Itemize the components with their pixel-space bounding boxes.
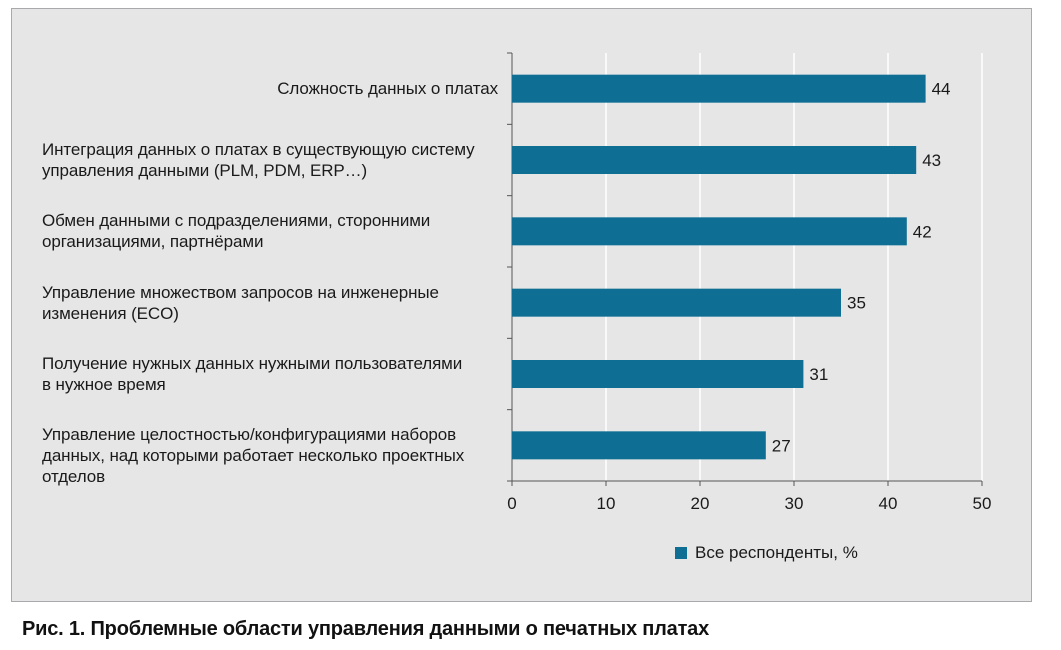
legend-label: Все респонденты, %	[695, 543, 858, 562]
data-label: 31	[809, 365, 828, 384]
category-label: Получение нужных данных нужными пользова…	[42, 353, 512, 395]
category-label-line: Обмен данными с подразделениями, сторонн…	[42, 211, 431, 231]
category-label: Управление целостностью/конфигурациями н…	[42, 424, 512, 487]
data-label: 42	[913, 222, 932, 241]
category-label-line: в нужное время	[42, 375, 166, 394]
x-tick-label: 30	[785, 494, 804, 513]
category-label-line: Получение нужных данных нужными пользова…	[42, 354, 463, 373]
x-tick-label: 10	[597, 494, 616, 513]
bar	[512, 74, 926, 103]
data-label: 43	[922, 151, 941, 170]
x-tick-label: 20	[691, 494, 710, 513]
data-label: 35	[847, 294, 866, 313]
category-label: Сложность данных о платах	[42, 78, 498, 99]
bar	[512, 360, 804, 388]
category-label-line: управления данными (PLM, PDM, ERP…)	[42, 161, 368, 180]
legend-swatch	[675, 547, 687, 559]
figure-caption: Рис. 1. Проблемные области управления да…	[22, 618, 710, 640]
bar	[512, 431, 766, 460]
x-tick-label: 40	[879, 494, 898, 513]
category-label-line: Управление множеством запросов на инжене…	[42, 282, 439, 302]
category-label-line: данных, над которыми работает несколько …	[42, 446, 465, 466]
category-label-line: Управление целостностью/конфигурациями н…	[42, 425, 457, 445]
category-label-line: изменения (ECO)	[42, 303, 179, 323]
category-label-line: организациями, партнёрами	[42, 232, 264, 252]
x-tick-label: 50	[973, 494, 992, 513]
category-label: Интеграция данных о платах в существующу…	[42, 139, 512, 181]
data-label: 27	[772, 436, 791, 455]
bar	[512, 217, 907, 246]
category-label-line: Интеграция данных о платах в существующу…	[42, 140, 475, 159]
category-label-line: отделов	[42, 467, 106, 487]
bar	[512, 288, 841, 317]
data-label: 44	[932, 80, 951, 99]
category-label: Управление множеством запросов на инжене…	[42, 282, 512, 324]
category-label: Обмен данными с подразделениями, сторонн…	[42, 210, 512, 252]
bar-chart: 0 10 20 30 40 50 44 43 42 35 31 27	[507, 52, 992, 513]
bar	[512, 146, 917, 174]
category-label-line: Сложность данных о платах	[277, 79, 498, 99]
x-tick-label: 0	[507, 494, 516, 513]
chart-panel: 0 10 20 30 40 50 44 43 42 35 31 27 Сложность данных…	[11, 8, 1032, 602]
legend: Все респонденты, %	[675, 543, 858, 563]
